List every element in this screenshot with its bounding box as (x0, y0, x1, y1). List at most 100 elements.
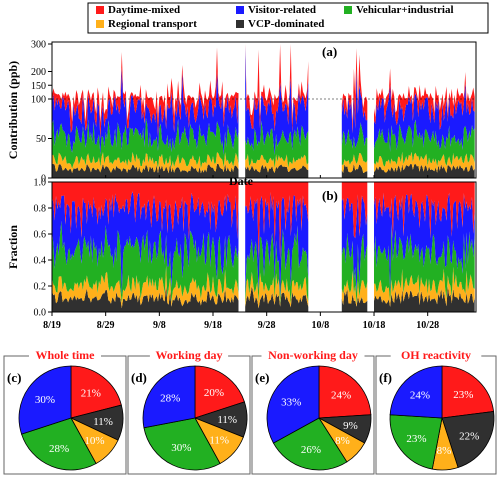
panel-b-area-vcp_dominated (52, 285, 239, 312)
pie-panel-3: OH reactivity (f) 23% 22% 8% 23% 24% (375, 348, 497, 475)
panel-a-ytick-label: 200 (31, 67, 46, 78)
pie-slice-daytime_mixed (318, 365, 372, 419)
panel-b-ytick-label: 0.2 (34, 282, 47, 293)
panel-b-area-regional_transport (341, 270, 368, 307)
panel-b-ytick-label: 1.0 (34, 178, 47, 189)
pie-panel-0: Whole time (c) 21% 11% 10% 28% 30% (3, 348, 127, 475)
pie-slice-daytime_mixed (70, 365, 122, 419)
panel-a-ytick-label: 300 (31, 40, 46, 51)
pie-title-bg (261, 348, 365, 362)
panel-a-area-vehicular_industrial (341, 122, 368, 165)
legend: Daytime-mixed Visitor-related Vehicular+in… (87, 2, 489, 34)
panel-b-area-vehicular_industrial (245, 225, 309, 305)
panel-b-area-visitor_related (374, 192, 475, 292)
pie-panel-label: (e) (255, 370, 269, 385)
panel-b-xtick-label: 8/19 (43, 320, 61, 331)
panel-a-area-vehicular_industrial (245, 120, 309, 168)
panel-b-xtick-label: 10/28 (416, 320, 439, 331)
legend-label-daytime_mixed: Daytime-mixed (108, 4, 180, 16)
panel-b-area-visitor_related (341, 194, 368, 293)
pie-slice-label-vcp_dominated: 22% (459, 430, 479, 442)
pie-slice-label-regional_transport: 8% (335, 435, 350, 447)
panel-b-area-vehicular_industrial (374, 223, 475, 302)
panel-b-ytick-label: 0.0 (34, 308, 47, 319)
panel-a-area-vehicular_industrial (52, 117, 239, 169)
panel-a-area-daytime_mixed (341, 48, 368, 134)
pie-slice-label-visitor_related: 28% (160, 392, 180, 404)
pie-slice-daytime_mixed (441, 365, 495, 419)
pie-panel-label: (f) (379, 370, 392, 385)
panel-b-area-regional_transport (52, 265, 239, 309)
legend-label-regional_transport: Regional transport (108, 18, 197, 30)
panel-b-ytick-label: 0.8 (34, 204, 47, 215)
panel-b-xlabel: Date (229, 174, 254, 188)
pie-panel-label: (d) (131, 370, 147, 385)
legend-label-vcp_dominated: VCP-dominated (248, 18, 324, 30)
panel-b-xtick-label: 9/18 (204, 320, 222, 331)
panel-b-area-vcp_dominated (374, 285, 475, 312)
pie-slice-label-daytime_mixed: 23% (453, 389, 473, 401)
panel-b-xtick-label: 9/8 (153, 320, 166, 331)
legend-swatch-vcp_dominated (236, 20, 244, 28)
pie-slice-visitor_related (266, 365, 320, 444)
panel-b-area-daytime_mixed (374, 182, 475, 240)
panel-b-area-vehicular_industrial (52, 220, 239, 303)
panel-a-area-regional_transport (341, 153, 368, 173)
pie-slice-vehicular_industrial (143, 417, 221, 471)
panel-a-area-regional_transport (374, 151, 475, 173)
panel-b-xtick-label: 10/18 (363, 320, 386, 331)
pie-slice-label-visitor_related: 33% (281, 397, 301, 409)
panel-a-ylabel: Contribution (ppb) (6, 61, 20, 159)
panel-b: 0.0 0.2 0.4 0.6 0.8 1.0 8/19 8/29 9/8 9/18 9/28 10/… (6, 174, 477, 331)
legend-box (87, 2, 489, 34)
panel-a-area-visitor_related (52, 67, 239, 155)
panel-a-area-visitor_related (245, 46, 309, 156)
legend-swatch-daytime_mixed (96, 6, 104, 14)
pie-slice-label-daytime_mixed: 24% (331, 390, 351, 402)
pie-title-bg (29, 348, 101, 362)
pie-slice-vehicular_industrial (21, 417, 97, 471)
panel-a-area-vcp_dominated (341, 163, 368, 178)
pie-slice-label-vehicular_industrial: 26% (301, 444, 321, 456)
legend-label-visitor_related: Visitor-related (248, 4, 316, 16)
pie-title-bg (390, 348, 482, 362)
pie-slice-label-regional_transport: 11% (209, 434, 229, 446)
pie-slice-label-vcp_dominated: 9% (343, 420, 358, 432)
pie-slice-label-regional_transport: 10% (84, 435, 104, 447)
panel-a-ytick-label: 100 (31, 95, 46, 106)
panel-a-area-vehicular_industrial (374, 119, 475, 167)
panel-b-area-regional_transport (245, 271, 309, 309)
panel-a-ytick-label: 150 (31, 81, 46, 92)
pie-slice-label-visitor_related: 24% (410, 390, 430, 402)
panel-a-area-regional_transport (52, 152, 239, 174)
panel-b-xtick-label: 8/29 (97, 320, 115, 331)
pie-panel-1: Working day (d) 20% 11% 11% 30% 28% (127, 348, 251, 475)
panel-a-area-vcp_dominated (245, 164, 309, 178)
panel-a-area-daytime_mixed (245, 44, 309, 133)
pie-panel-2: Non-working day (e) 24% 9% 8% 26% 33% (251, 348, 375, 475)
pie-slice-label-vehicular_industrial: 28% (49, 443, 69, 455)
panel-a-area-daytime_mixed (52, 47, 239, 139)
pie-slice-visitor_related (142, 365, 196, 429)
pie-title: Whole time (36, 348, 96, 362)
panel-b-area-visitor_related (52, 191, 239, 295)
panel-b-ylabel: Fraction (6, 225, 20, 269)
legend-swatch-vehicular_industrial (344, 6, 352, 14)
pie-title-bg (149, 348, 229, 362)
panel-b-area-vcp_dominated (245, 286, 309, 312)
panel-b-area-daytime_mixed (245, 182, 309, 261)
pie-slice-visitor_related (389, 365, 443, 419)
panel-a-area-vcp_dominated (374, 163, 475, 178)
pie-slice-vehicular_industrial (389, 414, 443, 470)
pie-slice-visitor_related (18, 365, 72, 435)
panel-b-xtick-label: 10/8 (311, 320, 329, 331)
panel-b-ytick-label: 0.6 (34, 230, 47, 241)
pie-slice-label-daytime_mixed: 21% (81, 388, 101, 400)
panel-b-xtick-label: 9/28 (258, 320, 276, 331)
panel-b-frame (51, 181, 477, 313)
panel-a-area-visitor_related (341, 69, 368, 149)
pie-panel-label: (c) (7, 370, 21, 385)
pie-slice-daytime_mixed (194, 365, 245, 419)
pie-slice-label-vcp_dominated: 11% (217, 414, 237, 426)
pie-title: OH reactivity (401, 348, 471, 362)
